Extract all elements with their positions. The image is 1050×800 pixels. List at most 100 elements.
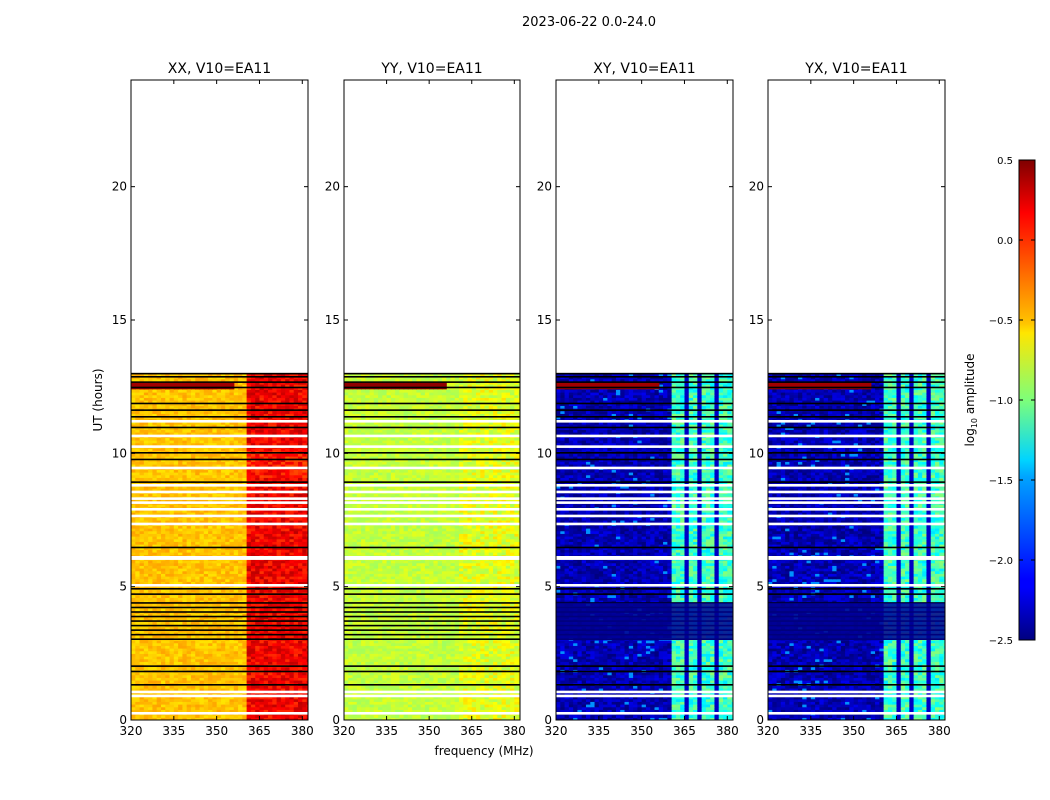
heatmap-cell — [229, 432, 235, 436]
heatmap-cell — [190, 658, 196, 662]
heatmap-cell — [143, 600, 149, 604]
heatmap-cell — [255, 626, 261, 630]
heatmap-cell — [143, 440, 149, 444]
heatmap-cell — [242, 674, 248, 678]
heatmap-cell — [190, 634, 196, 638]
heatmap-cell — [178, 642, 183, 646]
heatmap-cell — [135, 602, 141, 606]
heatmap-cell — [302, 549, 308, 553]
heatmap-cell — [306, 512, 308, 516]
heatmap-cell — [259, 714, 265, 718]
heatmap-cell — [143, 696, 149, 700]
heatmap-cell — [169, 674, 175, 678]
heatmap-cell — [195, 538, 201, 542]
heatmap-cell — [293, 608, 299, 612]
heatmap-cell — [160, 544, 166, 548]
heatmap-cell — [139, 448, 145, 452]
heatmap-cell — [216, 568, 222, 572]
heatmap-cell — [250, 658, 256, 662]
heatmap-cell — [263, 717, 269, 720]
heatmap-cell — [272, 549, 278, 553]
heatmap-cell — [268, 570, 273, 574]
heatmap-cell — [139, 568, 145, 572]
heatmap-cell — [255, 464, 261, 468]
heatmap-cell — [268, 453, 273, 457]
heatmap-cell — [238, 597, 243, 601]
heatmap-cell — [255, 458, 261, 462]
heatmap-cell — [182, 709, 188, 713]
heatmap-cell — [225, 666, 231, 670]
heatmap-cell — [195, 653, 201, 657]
heatmap-cell — [250, 493, 256, 497]
heatmap-cell — [285, 589, 291, 593]
heatmap-cell — [131, 696, 136, 700]
heatmap-cell — [131, 528, 136, 532]
heatmap-cell — [212, 709, 218, 713]
heatmap-cell — [259, 672, 265, 676]
heatmap-cell — [212, 594, 218, 598]
heatmap-cell — [182, 525, 188, 529]
heatmap-cell — [182, 413, 188, 417]
heatmap-cell — [229, 461, 235, 465]
heatmap-cell — [238, 589, 243, 593]
heatmap-cell — [298, 570, 303, 574]
heatmap-cell — [263, 560, 269, 564]
heatmap-cell — [143, 704, 149, 708]
heatmap-cell — [169, 432, 175, 436]
heatmap-cell — [233, 538, 239, 542]
heatmap-cell — [169, 653, 175, 657]
heatmap-cell — [272, 666, 278, 670]
heatmap-cell — [199, 426, 205, 430]
heatmap-cell — [250, 568, 256, 572]
heatmap-cell — [152, 448, 158, 452]
heatmap-cell — [212, 680, 218, 684]
heatmap-cell — [131, 658, 136, 662]
heatmap-cell — [135, 442, 141, 446]
heatmap-cell — [229, 429, 235, 433]
heatmap-cell — [293, 541, 299, 545]
heatmap-cell — [285, 613, 291, 617]
heatmap-cell — [272, 525, 278, 529]
heatmap-cell — [199, 594, 205, 598]
heatmap-cell — [190, 589, 196, 593]
heatmap-cell — [190, 594, 196, 598]
heatmap-cell — [238, 432, 243, 436]
heatmap-cell — [195, 560, 201, 564]
heatmap-cell — [186, 645, 192, 649]
heatmap-cell — [208, 437, 213, 441]
heatmap-cell — [238, 688, 243, 692]
heatmap-cell — [229, 717, 235, 720]
heatmap-cell — [169, 525, 175, 529]
heatmap-cell — [165, 562, 171, 566]
heatmap-cell — [190, 714, 196, 718]
heatmap-cell — [255, 512, 261, 516]
heatmap-cell — [233, 474, 239, 478]
heatmap-cell — [135, 421, 141, 425]
heatmap-cell — [203, 648, 209, 652]
heatmap-cell — [199, 661, 205, 665]
heatmap-cell — [178, 442, 183, 446]
heatmap-cell — [135, 658, 141, 662]
heatmap-cell — [135, 576, 141, 580]
heatmap-cell — [242, 698, 248, 702]
heatmap-cell — [276, 685, 282, 689]
heatmap-cell — [203, 509, 209, 513]
heatmap-cell — [152, 405, 158, 409]
heatmap-cell — [229, 410, 235, 414]
heatmap-cell — [242, 538, 248, 542]
heatmap-cell — [208, 453, 213, 457]
heatmap-cell — [173, 565, 179, 569]
heatmap-cell — [276, 565, 282, 569]
heatmap-cell — [246, 704, 252, 708]
heatmap-cell — [208, 416, 213, 420]
heatmap-cell — [263, 498, 269, 502]
heatmap-cell — [178, 648, 183, 652]
heatmap-cell — [302, 413, 308, 417]
heatmap-cell — [169, 696, 175, 700]
heatmap-cell — [173, 688, 179, 692]
heatmap-cell — [199, 696, 205, 700]
heatmap-cell — [131, 706, 136, 710]
heatmap-cell — [165, 426, 171, 430]
heatmap-cell — [238, 709, 243, 713]
heatmap-cell — [186, 706, 192, 710]
